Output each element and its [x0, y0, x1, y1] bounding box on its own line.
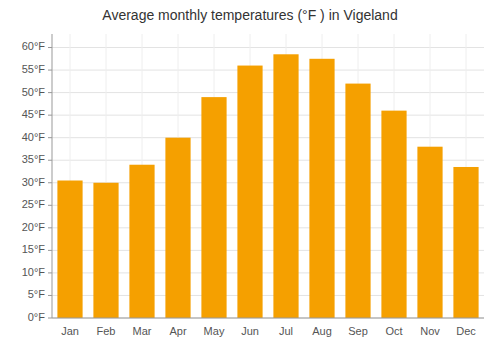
y-tick-label: 25°F	[22, 198, 46, 210]
x-tick-label: Feb	[97, 325, 116, 337]
bar	[57, 181, 82, 318]
x-tick-label: Jul	[279, 325, 293, 337]
x-tick-label: Mar	[133, 325, 152, 337]
y-grid-line	[52, 70, 484, 71]
x-tick-label: Aug	[312, 325, 332, 337]
y-tick	[48, 137, 52, 138]
y-grid-line	[52, 137, 484, 138]
bar	[129, 165, 154, 318]
y-tick	[48, 160, 52, 161]
y-tick-label: 60°F	[22, 40, 46, 52]
bar	[93, 183, 118, 318]
x-tick-label: Sep	[348, 325, 368, 337]
axes: 0°F 5°F 10°F 15°F 20°F 25°F 30°F 35°F 40°F 45°F 50…	[22, 34, 484, 337]
bar	[237, 66, 262, 318]
y-tick	[48, 115, 52, 116]
x-tick-label: Dec	[456, 325, 476, 337]
y-tick-label: 35°F	[22, 153, 46, 165]
y-tick	[48, 227, 52, 228]
y-tick	[48, 250, 52, 251]
y-tick	[48, 92, 52, 93]
chart-title: Average monthly temperatures (°F ) in Vi…	[102, 7, 397, 23]
chart-container: 0°F 5°F 10°F 15°F 20°F 25°F 30°F 35°F 40°F 45°F 50…	[0, 0, 500, 350]
y-tick-label: 40°F	[22, 131, 46, 143]
bar	[453, 167, 478, 318]
y-tick	[48, 47, 52, 48]
y-tick	[48, 318, 52, 319]
x-tick-label: Jun	[241, 325, 259, 337]
y-tick-label: 30°F	[22, 176, 46, 188]
bar	[165, 138, 190, 318]
y-tick-label: 50°F	[22, 86, 46, 98]
bars	[57, 54, 478, 318]
y-tick	[48, 272, 52, 273]
y-tick-label: 0°F	[28, 311, 46, 323]
bar	[417, 147, 442, 318]
bar	[345, 84, 370, 318]
y-tick-label: 15°F	[22, 243, 46, 255]
y-tick-label: 20°F	[22, 221, 46, 233]
grid	[52, 34, 484, 318]
y-grid-line	[52, 115, 484, 116]
y-tick	[48, 182, 52, 183]
y-grid-line	[52, 318, 484, 319]
y-grid-line	[52, 92, 484, 93]
chart-svg: 0°F 5°F 10°F 15°F 20°F 25°F 30°F 35°F 40°F 45°F 50…	[0, 0, 500, 350]
bar	[309, 59, 334, 318]
y-tick	[48, 70, 52, 71]
y-tick-label: 55°F	[22, 63, 46, 75]
bar	[273, 54, 298, 318]
bar	[201, 97, 226, 318]
y-tick	[48, 295, 52, 296]
x-axis-line	[52, 318, 484, 319]
y-axis-line	[52, 34, 53, 318]
x-tick-label: Apr	[169, 325, 186, 337]
y-tick	[48, 205, 52, 206]
x-tick-label: Oct	[385, 325, 402, 337]
x-tick-label: May	[204, 325, 225, 337]
y-grid-line	[52, 47, 484, 48]
y-tick-label: 45°F	[22, 108, 46, 120]
y-tick-label: 10°F	[22, 266, 46, 278]
x-tick-label: Jan	[61, 325, 79, 337]
bar	[381, 111, 406, 318]
x-tick-label: Nov	[420, 325, 440, 337]
y-tick-label: 5°F	[28, 288, 46, 300]
